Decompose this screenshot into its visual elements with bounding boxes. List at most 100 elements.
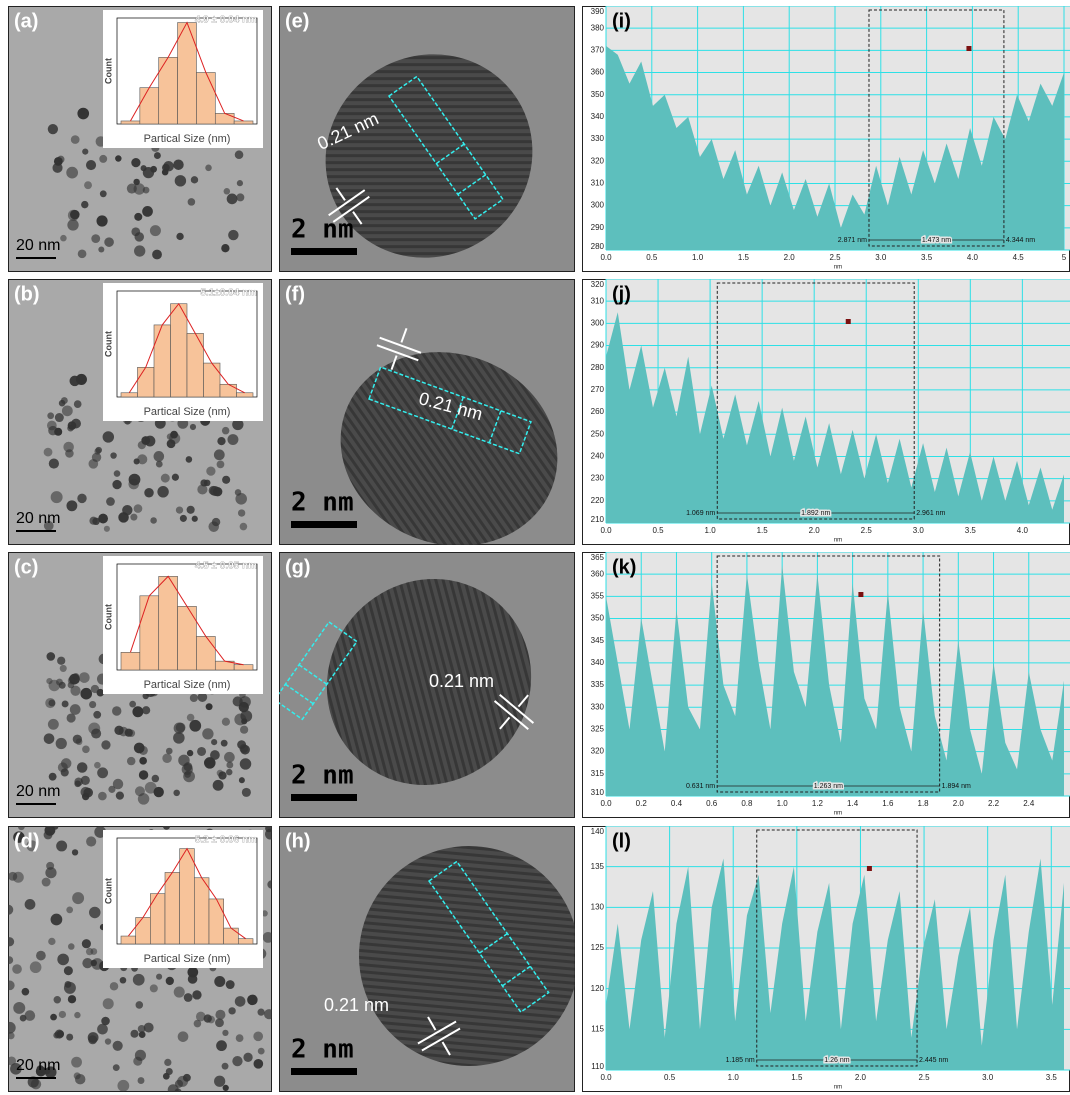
particle [224,188,231,195]
histogram-bar [237,393,254,397]
particle [235,489,242,496]
particle [71,1057,82,1068]
particle [240,758,251,769]
particle [66,906,73,913]
x-tick-label: 1.2 [812,799,824,808]
panel-label: (e) [285,10,309,32]
particle [22,988,30,996]
particle [45,867,56,878]
particle [101,1017,110,1026]
x-tick-label: 1.8 [918,799,930,808]
particle [55,413,64,422]
particle [206,703,213,710]
scale-bar [291,248,357,255]
particle [55,1030,64,1039]
histogram-bar [196,73,215,124]
cursor-marker [858,592,863,597]
particle [79,672,90,683]
x-tick-label: 2.2 [988,799,1000,808]
histogram-bar [178,23,197,124]
particle [156,461,163,468]
measure-end: 2.445 nm [919,1057,948,1064]
tem-panel: (c)20 nm4.5 ± 0.05 nmPartical Size (nm)C… [8,552,272,818]
particle [130,514,137,521]
particle [82,149,88,155]
particle [215,1010,225,1020]
y-tick-label: 320 [591,280,605,289]
particle [228,1007,235,1014]
particle [236,1034,244,1042]
particle [74,780,81,787]
y-tick-label: 350 [591,90,605,99]
particle [215,1018,224,1027]
particle [7,1032,14,1039]
particle [105,1038,111,1044]
histogram-bar [171,304,188,397]
particle [82,939,91,948]
particle [49,680,60,691]
histogram-bar [220,384,237,397]
particle [176,233,183,240]
particle [143,167,154,178]
particle [182,764,193,775]
particle [74,400,82,408]
particle [137,454,147,464]
particle [89,701,96,708]
x-axis-unit: nm [834,538,842,544]
particle [67,713,76,722]
y-tick-label: 380 [591,23,605,32]
particle [78,108,84,114]
particle [59,400,66,407]
particle [84,181,92,189]
particle [142,706,150,714]
particle [77,494,86,503]
histogram-bar [159,576,178,670]
particle [67,219,78,230]
particle [217,437,225,445]
spacing-label: 0.21 nm [429,671,494,691]
particle [51,914,63,926]
figure: (a)20 nm4.9 ± 0.04 nmPartical Size (nm)C… [0,0,1070,1095]
particle [154,787,164,797]
particle [257,1009,264,1016]
particle [157,486,168,497]
x-tick-label: 0.5 [652,526,664,535]
particle [50,1014,57,1021]
size-label: 4.5 ± 0.05 nm [195,561,257,572]
particle [173,159,184,170]
particle [62,405,73,416]
hrtem-panel: 0.21 nm(f)2 nm [279,279,585,576]
x-tick-label: 3.5 [921,253,933,262]
scale-label: 20 nm [16,237,60,254]
y-axis-label: Count [103,878,113,904]
y-axis-label: Count [103,604,113,630]
particle [98,514,108,524]
particle [114,470,121,477]
histogram-bar [154,325,171,397]
particle [47,412,54,419]
particle [89,907,101,919]
particle [46,652,55,661]
panel-label: (f) [285,283,305,305]
particle [254,1059,264,1069]
particle [101,740,110,749]
y-tick-label: 325 [591,725,605,734]
particle [5,937,14,946]
particle [210,486,220,496]
particle [112,706,121,715]
measure-length: 1.26 nm [824,1057,849,1064]
y-tick-label: 330 [591,702,605,711]
particle [71,135,80,144]
scale-bar [291,794,357,801]
particle [89,459,99,469]
particle [142,206,153,217]
measure-start: 0.631 nm [686,783,715,790]
y-tick-label: 270 [591,385,605,394]
x-tick-label: 2.0 [953,799,965,808]
x-tick-label: 1.0 [692,253,704,262]
particle [116,792,124,800]
y-tick-label: 355 [591,591,605,600]
cursor-marker [846,319,851,324]
